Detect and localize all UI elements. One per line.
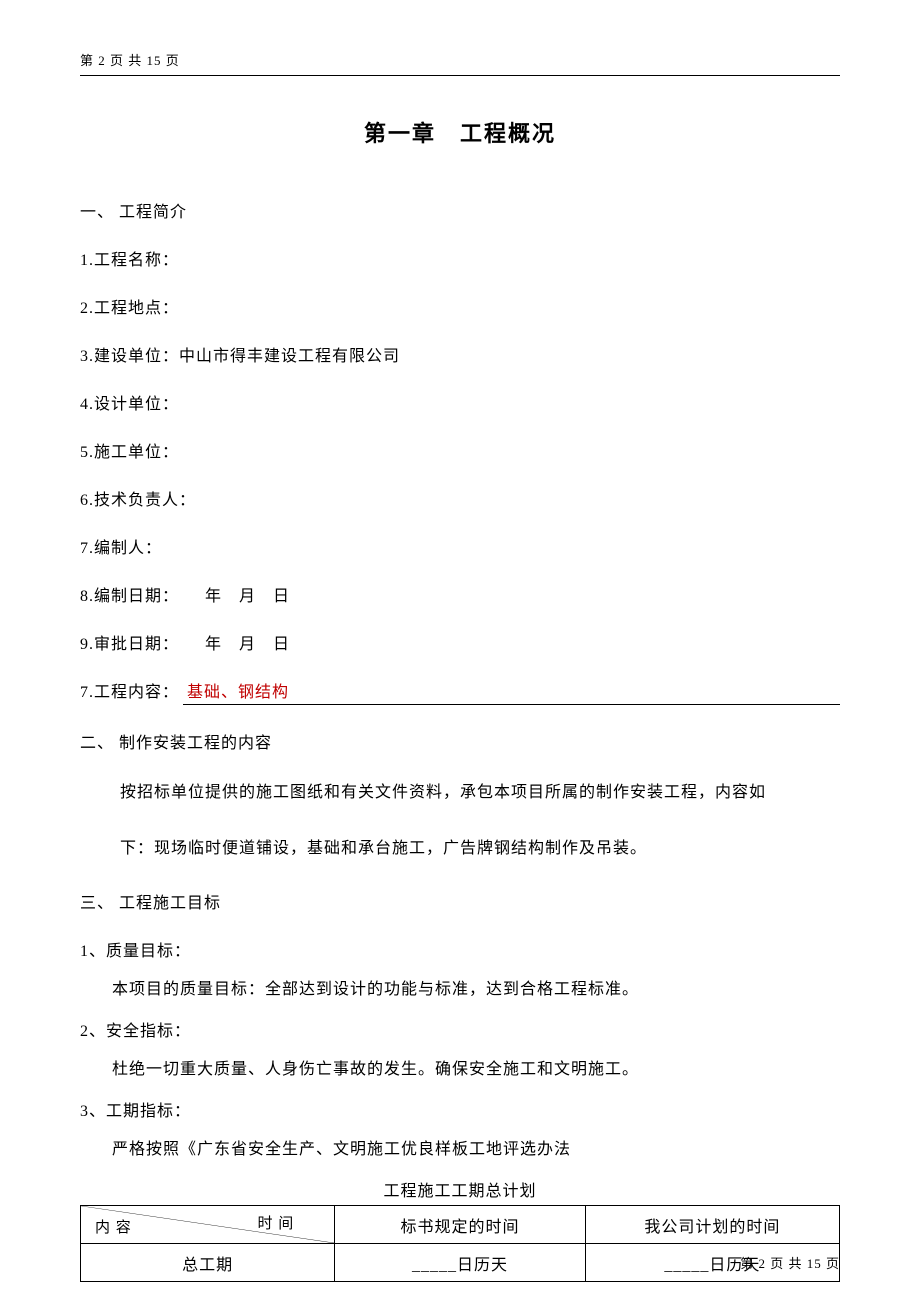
item-construction-unit: 3.建设单位：中山市得丰建设工程有限公司 [80,342,840,366]
project-content-underline: 基础、钢结构 [183,689,840,705]
header-col-2: 标书规定的时间 [335,1206,585,1244]
item-compiler: 7.编制人： [80,534,840,558]
table-header-row: 时 间 内 容 标书规定的时间 我公司计划的时间 [81,1206,840,1244]
safety-target-content: 杜绝一切重大质量、人身伤亡事故的发生。确保安全施工和文明施工。 [80,1055,840,1079]
project-content-value: 基础、钢结构 [183,678,293,704]
diag-bottom-label: 内 容 [95,1216,132,1237]
item-approve-date: 9.审批日期： 年 月 日 [80,630,840,654]
item-project-content: 7.工程内容： 基础、钢结构 [80,678,840,705]
item-design-unit: 4.设计单位： [80,390,840,414]
table-title: 工程施工工期总计划 [80,1177,840,1201]
diagonal-header-cell: 时 间 内 容 [81,1206,335,1244]
section-2-heading: 二、 制作安装工程的内容 [80,729,840,753]
item-project-name: 1.工程名称： [80,246,840,270]
table-row: 总工期 _____日历天 _____日历天 [81,1244,840,1282]
item-project-location: 2.工程地点： [80,294,840,318]
schedule-target-content: 严格按照《广东省安全生产、文明施工优良样板工地评选办法 [80,1135,840,1159]
row1-label: 总工期 [81,1244,335,1282]
page-footer: 第 2 页 共 15 页 [740,1253,840,1272]
chapter-title: 第一章 工程概况 [80,116,840,148]
item-tech-lead: 6.技术负责人： [80,486,840,510]
item-builder-unit: 5.施工单位： [80,438,840,462]
diag-top-label: 时 间 [257,1212,294,1233]
row1-col2: _____日历天 [335,1244,585,1282]
section-2-para-1: 按招标单位提供的施工图纸和有关文件资料，承包本项目所属的制作安装工程，内容如 [80,777,840,809]
header-col-3: 我公司计划的时间 [585,1206,839,1244]
quality-target-label: 1、质量目标： [80,937,840,961]
section-1-heading: 一、 工程简介 [80,198,840,222]
safety-target-label: 2、安全指标： [80,1017,840,1041]
quality-target-content: 本项目的质量目标：全部达到设计的功能与标准，达到合格工程标准。 [80,975,840,999]
project-content-label: 7.工程内容： [80,678,179,702]
item-compile-date: 8.编制日期： 年 月 日 [80,582,840,606]
page-header: 第 2 页 共 15 页 [80,50,840,76]
schedule-target-label: 3、工期指标： [80,1097,840,1121]
section-3-heading: 三、 工程施工目标 [80,889,840,913]
section-2-para-2: 下：现场临时便道铺设，基础和承台施工，广告牌钢结构制作及吊装。 [80,833,840,865]
schedule-table: 时 间 内 容 标书规定的时间 我公司计划的时间 总工期 _____日历天 __… [80,1205,840,1282]
